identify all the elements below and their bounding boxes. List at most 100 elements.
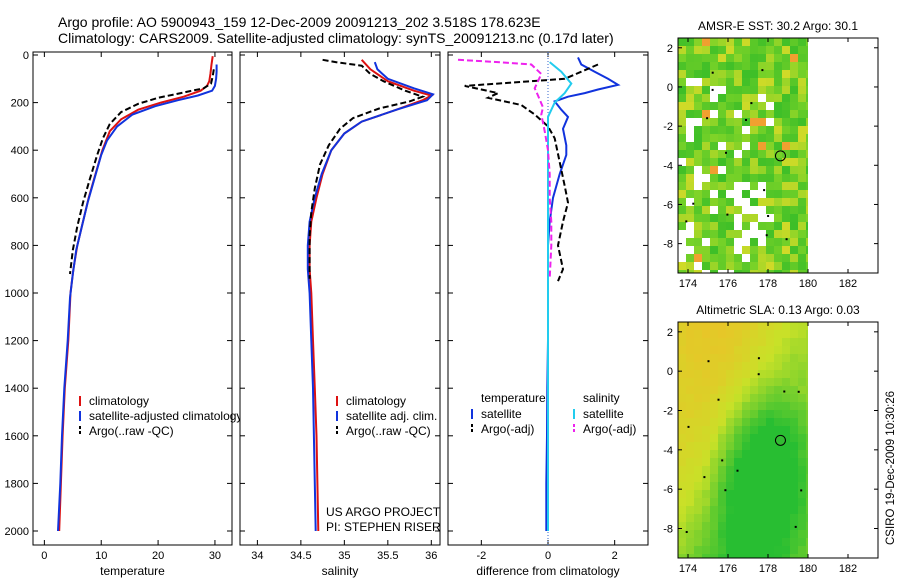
heatmap-cell xyxy=(678,354,686,362)
heatmap-cell xyxy=(678,338,686,346)
heatmap-cell xyxy=(726,410,734,418)
heatmap-cell xyxy=(726,86,734,94)
heatmap-cell xyxy=(694,230,702,238)
heatmap-cell xyxy=(718,54,726,62)
heatmap-cell xyxy=(806,38,808,46)
heatmap-cell xyxy=(742,522,750,530)
heatmap-cell xyxy=(798,466,806,474)
heatmap-cell xyxy=(790,338,798,346)
heatmap-cell xyxy=(798,522,806,530)
heatmap-cell xyxy=(798,378,806,386)
heatmap-cell xyxy=(782,442,790,450)
heatmap-cell xyxy=(750,442,758,450)
heatmap-cell xyxy=(806,150,808,158)
heatmap-cell xyxy=(702,246,710,254)
heatmap-cell xyxy=(710,554,718,558)
heatmap-cell xyxy=(766,62,774,70)
heatmap-cell xyxy=(734,418,742,426)
heatmap-cell xyxy=(734,434,742,442)
heatmap-cell xyxy=(758,354,766,362)
legend-entry: satellite xyxy=(481,407,522,421)
island-speck xyxy=(692,202,695,205)
x-tick-label: 0 xyxy=(545,550,551,562)
heatmap-cell xyxy=(718,214,726,222)
heatmap-cell xyxy=(758,206,766,214)
heatmap-cell xyxy=(694,338,702,346)
heatmap-cell xyxy=(702,70,710,78)
series-line-2 xyxy=(547,61,573,531)
heatmap-cell xyxy=(718,370,726,378)
heatmap-cell xyxy=(774,166,782,174)
heatmap-cell xyxy=(774,110,782,118)
heatmap-cell xyxy=(766,426,774,434)
heatmap-cell xyxy=(782,474,790,482)
heatmap-cell xyxy=(702,134,710,142)
heatmap-cell xyxy=(726,246,734,254)
heatmap-cell xyxy=(694,54,702,62)
heatmap-cell xyxy=(702,166,710,174)
heatmap-cell xyxy=(718,158,726,166)
heatmap-cell xyxy=(790,346,798,354)
heatmap-cell xyxy=(798,118,806,126)
heatmap-cell xyxy=(766,322,774,330)
heatmap-cell xyxy=(774,338,782,346)
heatmap-cell xyxy=(742,158,750,166)
heatmap-cell xyxy=(774,70,782,78)
heatmap-cell xyxy=(686,506,694,514)
heatmap-cell xyxy=(790,330,798,338)
heatmap-cell xyxy=(742,182,750,190)
heatmap-cell xyxy=(734,238,742,246)
heatmap-cell xyxy=(742,554,750,558)
heatmap-cell xyxy=(742,214,750,222)
heatmap-cell xyxy=(766,94,774,102)
heatmap-cell xyxy=(782,458,790,466)
x-tick-label: 30 xyxy=(209,550,221,562)
heatmap-cell xyxy=(710,54,718,62)
heatmap-cell xyxy=(734,270,742,273)
heatmap-cell xyxy=(798,362,806,370)
heatmap-cell xyxy=(758,530,766,538)
heatmap-cell xyxy=(742,394,750,402)
heatmap-cell xyxy=(806,110,808,118)
heatmap-cell xyxy=(798,370,806,378)
heatmap-cell xyxy=(726,182,734,190)
heatmap-cell xyxy=(702,110,710,118)
heatmap-cell xyxy=(710,182,718,190)
heatmap-cell xyxy=(678,394,686,402)
island-speck xyxy=(797,390,800,393)
heatmap-cell xyxy=(742,230,750,238)
heatmap-cell xyxy=(798,238,806,246)
heatmap-cell xyxy=(782,254,790,262)
heatmap-cell xyxy=(686,514,694,522)
heatmap-cell xyxy=(758,222,766,230)
heatmap-cell xyxy=(766,190,774,198)
heatmap-cell xyxy=(798,354,806,362)
heatmap-cell xyxy=(742,506,750,514)
heatmap-cell xyxy=(782,434,790,442)
heatmap-cell xyxy=(718,206,726,214)
heatmap-cell xyxy=(782,46,790,54)
heatmap-cell xyxy=(686,498,694,506)
heatmap-cell xyxy=(718,174,726,182)
heatmap-cell xyxy=(758,246,766,254)
heatmap-cell xyxy=(702,474,710,482)
heatmap-cell xyxy=(782,166,790,174)
heatmap-cell xyxy=(686,94,694,102)
heatmap-cell xyxy=(710,450,718,458)
heatmap-cell xyxy=(774,386,782,394)
heatmap-cell xyxy=(790,394,798,402)
heatmap-cell xyxy=(798,506,806,514)
heatmap-cell xyxy=(774,270,782,273)
heatmap-cell xyxy=(742,410,750,418)
heatmap-cell xyxy=(798,54,806,62)
heatmap-cell xyxy=(806,174,808,182)
heatmap-cell xyxy=(678,222,686,230)
y-tick-label: -2 xyxy=(663,121,673,133)
heatmap-cells xyxy=(678,38,808,273)
heatmap-cell xyxy=(798,86,806,94)
heatmap-cell xyxy=(686,222,694,230)
heatmap-cell xyxy=(686,214,694,222)
heatmap-cell xyxy=(686,86,694,94)
heatmap-cell xyxy=(806,346,808,354)
heatmap-cell xyxy=(734,174,742,182)
